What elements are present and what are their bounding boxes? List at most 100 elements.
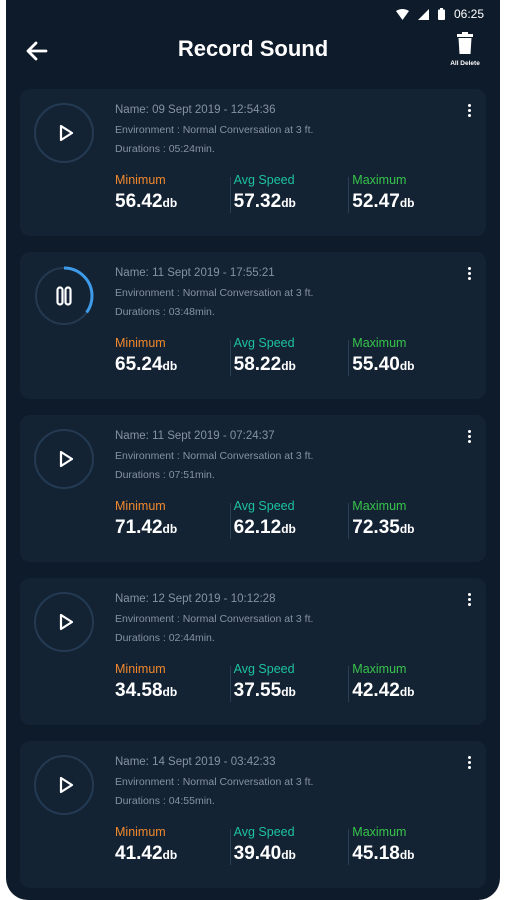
- minimum-value: 56.42: [115, 191, 163, 212]
- recording-card[interactable]: Name: 12 Sept 2019 - 10:12:28 Environmen…: [20, 578, 486, 725]
- recording-duration: Durations : 04:55min.: [115, 795, 215, 807]
- wifi-icon: [395, 8, 409, 20]
- play-button[interactable]: [34, 755, 94, 815]
- recording-card[interactable]: Name: 11 Sept 2019 - 07:24:37 Environmen…: [20, 415, 486, 562]
- minimum-label: Minimum: [115, 336, 166, 350]
- recording-environment: Environment : Normal Conversation at 3 f…: [115, 450, 314, 462]
- stat-avg-speed: Avg Speed 39.40db: [229, 825, 353, 869]
- maximum-label: Maximum: [352, 662, 407, 676]
- signal-icon: [417, 8, 429, 20]
- recording-meta: Name: 09 Sept 2019 - 12:54:36 Environmen…: [115, 104, 313, 162]
- stat-avg-speed: Avg Speed 37.55db: [229, 662, 353, 706]
- avg-speed-unit: db: [281, 522, 296, 536]
- recording-card[interactable]: Name: 11 Sept 2019 - 17:55:21 Environmen…: [20, 252, 486, 399]
- minimum-label: Minimum: [115, 825, 166, 839]
- recording-environment: Environment : Normal Conversation at 3 f…: [115, 124, 314, 136]
- recording-name: Name: 11 Sept 2019 - 07:24:37: [115, 430, 275, 442]
- recording-environment: Environment : Normal Conversation at 3 f…: [115, 613, 314, 625]
- more-options-button[interactable]: [462, 753, 476, 771]
- recording-stats: Minimum 34.58db Avg Speed 37.55db Maximu…: [115, 662, 471, 706]
- avg-speed-label: Avg Speed: [233, 662, 295, 676]
- app-bar: Record Sound All Delete: [6, 28, 500, 80]
- progress-arc: [34, 266, 94, 326]
- maximum-label: Maximum: [352, 499, 407, 513]
- more-options-button[interactable]: [462, 590, 476, 608]
- battery-icon: [437, 8, 445, 20]
- app-screen: 06:25 Record Sound All Delete Name: 09 S…: [6, 0, 500, 900]
- avg-speed-unit: db: [281, 848, 296, 862]
- avg-speed-value: 58.22: [233, 354, 282, 375]
- avg-speed-value: 37.55: [233, 680, 282, 701]
- all-delete-label: All Delete: [450, 60, 480, 67]
- recording-stats: Minimum 65.24db Avg Speed 58.22db Maximu…: [115, 336, 471, 380]
- play-icon: [59, 450, 73, 468]
- stat-avg-speed: Avg Speed 57.32db: [229, 173, 353, 217]
- recording-name: Name: 09 Sept 2019 - 12:54:36: [115, 104, 276, 116]
- avg-speed-label: Avg Speed: [233, 173, 295, 187]
- all-delete-button[interactable]: All Delete: [442, 32, 488, 67]
- more-options-button[interactable]: [462, 427, 476, 445]
- trash-icon: [457, 32, 473, 54]
- back-button[interactable]: [20, 34, 54, 68]
- stat-avg-speed: Avg Speed 62.12db: [229, 499, 353, 543]
- maximum-label: Maximum: [352, 173, 407, 187]
- stat-avg-speed: Avg Speed 58.22db: [229, 336, 353, 380]
- recording-stats: Minimum 41.42db Avg Speed 39.40db Maximu…: [115, 825, 471, 869]
- recording-card[interactable]: Name: 14 Sept 2019 - 03:42:33 Environmen…: [20, 741, 486, 888]
- stat-minimum: Minimum 56.42db: [115, 173, 234, 217]
- play-button[interactable]: [34, 103, 94, 163]
- avg-speed-value: 39.40: [233, 843, 282, 864]
- avg-speed-value: 57.32: [233, 191, 282, 212]
- play-button[interactable]: [34, 592, 94, 652]
- stat-minimum: Minimum 71.42db: [115, 499, 234, 543]
- recording-meta: Name: 11 Sept 2019 - 17:55:21 Environmen…: [115, 267, 313, 325]
- minimum-value: 71.42: [115, 517, 163, 538]
- recording-environment: Environment : Normal Conversation at 3 f…: [115, 776, 314, 788]
- minimum-unit: db: [162, 196, 178, 210]
- minimum-label: Minimum: [115, 173, 166, 187]
- play-icon: [59, 776, 73, 794]
- maximum-value: 55.40: [352, 354, 400, 375]
- minimum-value: 34.58: [115, 680, 163, 701]
- minimum-label: Minimum: [115, 662, 166, 676]
- recording-duration: Durations : 07:51min.: [115, 469, 215, 481]
- stat-maximum: Maximum 55.40db: [348, 336, 471, 380]
- maximum-unit: db: [399, 685, 415, 699]
- page-title: Record Sound: [177, 36, 329, 61]
- maximum-unit: db: [399, 359, 415, 373]
- minimum-unit: db: [162, 848, 178, 862]
- more-options-button[interactable]: [462, 101, 476, 119]
- recording-card[interactable]: Name: 09 Sept 2019 - 12:54:36 Environmen…: [20, 89, 486, 236]
- avg-speed-label: Avg Speed: [233, 499, 295, 513]
- status-bar: 06:25: [6, 0, 500, 28]
- recording-stats: Minimum 56.42db Avg Speed 57.32db Maximu…: [115, 173, 471, 217]
- minimum-value: 65.24: [115, 354, 163, 375]
- avg-speed-unit: db: [281, 685, 296, 699]
- stat-maximum: Maximum 52.47db: [348, 173, 471, 217]
- recording-duration: Durations : 03:48min.: [115, 306, 215, 318]
- maximum-unit: db: [399, 848, 415, 862]
- stat-maximum: Maximum 42.42db: [348, 662, 471, 706]
- minimum-unit: db: [162, 359, 178, 373]
- recording-duration: Durations : 02:44min.: [115, 632, 215, 644]
- minimum-label: Minimum: [115, 499, 166, 513]
- maximum-value: 45.18: [352, 843, 400, 864]
- minimum-value: 41.42: [115, 843, 163, 864]
- stat-maximum: Maximum 72.35db: [348, 499, 471, 543]
- arrow-left-icon: [26, 41, 48, 61]
- play-icon: [59, 613, 73, 631]
- play-icon: [59, 124, 73, 142]
- stat-minimum: Minimum 41.42db: [115, 825, 234, 869]
- recording-meta: Name: 14 Sept 2019 - 03:42:33 Environmen…: [115, 756, 313, 814]
- stat-minimum: Minimum 65.24db: [115, 336, 234, 380]
- recording-name: Name: 14 Sept 2019 - 03:42:33: [115, 756, 276, 768]
- pause-button[interactable]: [34, 266, 94, 326]
- maximum-value: 52.47: [352, 191, 400, 212]
- play-button[interactable]: [34, 429, 94, 489]
- avg-speed-label: Avg Speed: [233, 825, 295, 839]
- recording-meta: Name: 12 Sept 2019 - 10:12:28 Environmen…: [115, 593, 313, 651]
- more-options-button[interactable]: [462, 264, 476, 282]
- stat-maximum: Maximum 45.18db: [348, 825, 471, 869]
- avg-speed-label: Avg Speed: [233, 336, 295, 350]
- avg-speed-unit: db: [281, 359, 296, 373]
